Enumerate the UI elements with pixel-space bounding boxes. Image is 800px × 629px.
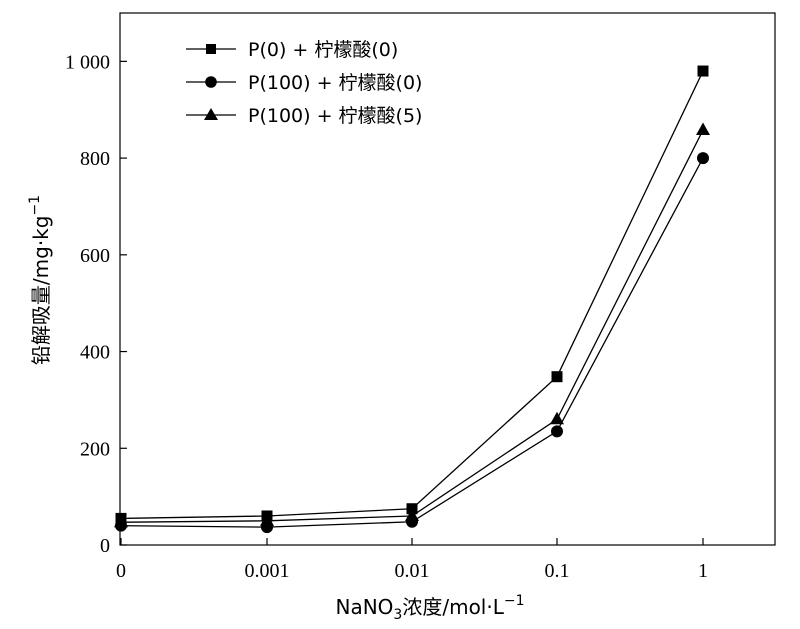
series-line-1 (120, 157, 704, 528)
data-point-triangle (405, 508, 419, 521)
y-tick-label: 400 (80, 342, 110, 364)
x-label-superscript: −1 (504, 593, 525, 609)
legend-item-2: P(100) + 柠檬酸(5) (186, 105, 422, 127)
x-tick-label: 0.001 (245, 560, 290, 582)
x-tick-label: 1 (698, 560, 708, 582)
legend-label-1: P(100) + 柠檬酸(0) (248, 72, 422, 94)
x-axis: 0 0.001 0.01 0.1 1 (116, 538, 708, 582)
series-line-2 (120, 129, 704, 523)
x-tick-label: 0 (116, 560, 126, 582)
y-tick-label: 800 (80, 148, 110, 170)
legend-label-2: P(100) + 柠檬酸(5) (248, 105, 422, 127)
data-point-circle (697, 152, 709, 165)
legend-item-1: P(100) + 柠檬酸(0) (186, 72, 422, 94)
data-point-square (697, 65, 709, 77)
data-point-triangle (550, 411, 564, 425)
y-tick-label: 200 (80, 438, 110, 460)
x-axis-label: NaNO3浓度/mol·L−1 (336, 593, 525, 623)
data-point-triangle (114, 514, 128, 528)
x-tick-label: 0.1 (545, 560, 570, 582)
x-tick-label: 0.01 (395, 560, 430, 582)
legend-item-0: P(0) + 柠檬酸(0) (186, 39, 398, 61)
series-group (114, 65, 710, 534)
legend-triangle-marker (204, 108, 218, 120)
series-line-0 (120, 70, 704, 520)
x-label-subscript: 3 (393, 607, 402, 623)
y-label-main: 铅解吸量/mg·kg (29, 216, 53, 366)
legend-label-0: P(0) + 柠檬酸(0) (248, 39, 398, 61)
y-tick-label: 600 (80, 245, 110, 267)
data-point-square (551, 371, 563, 383)
y-tick-label: 1 000 (65, 51, 110, 73)
data-point-triangle (260, 513, 274, 526)
y-tick-label: 0 (100, 535, 110, 557)
legend-square-marker (206, 44, 216, 54)
y-axis-label: 铅解吸量/mg·kg−1 (27, 195, 53, 365)
data-point-circle (551, 425, 563, 438)
x-label-middle: 浓度/mol·L (402, 595, 504, 619)
x-label-prefix: NaNO (336, 595, 394, 619)
data-point-triangle (696, 122, 710, 136)
y-axis: 0 200 400 600 800 1 000 (65, 51, 127, 557)
legend-circle-marker (205, 76, 217, 88)
y-label-superscript: −1 (27, 195, 43, 216)
legend: P(0) + 柠檬酸(0) P(100) + 柠檬酸(0) P(100) + 柠… (186, 39, 422, 127)
plot-frame (119, 12, 776, 546)
